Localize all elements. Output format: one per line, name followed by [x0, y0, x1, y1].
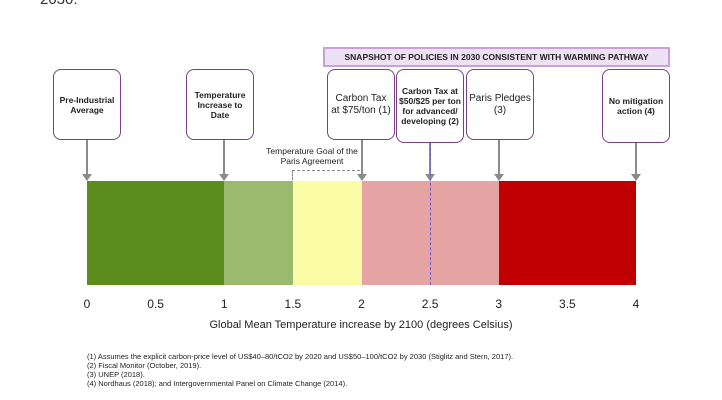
x-axis-label: Global Mean Temperature increase by 2100… — [209, 319, 513, 331]
paris-goal-bracket-left — [292, 170, 293, 180]
x-tick-label: 1.5 — [284, 297, 302, 311]
arrowhead-carbon_tax_75 — [356, 174, 367, 181]
arrow-carbon_tax_75 — [360, 140, 363, 174]
callout-preindustrial: Pre-Industrial Average — [53, 69, 121, 140]
footnote-1: (1) Assumes the explicit carbon-price le… — [87, 352, 514, 361]
footnote-4: (4) Nordhaus (2018); and Intergovernment… — [87, 379, 348, 388]
paris-goal-bracket — [292, 170, 360, 171]
callout-temp-to-date-text: Temperature Increase to Date — [194, 89, 246, 120]
callout-carbon-tax-75-text: Carbon Tax at $75/ton (1) — [331, 92, 391, 116]
paris-goal-label: Temperature Goal of the Paris Agreement — [266, 146, 358, 166]
arrowhead-paris_pledges — [493, 174, 504, 181]
arrowhead-preindustrial — [82, 174, 92, 181]
temperature-segment-1 — [224, 181, 293, 285]
footnote-3: (3) UNEP (2018). — [87, 370, 145, 379]
temperature-segment-4 — [498, 181, 636, 285]
callout-carbon-tax-75: Carbon Tax at $75/ton (1) — [327, 69, 395, 140]
arrow-temp_to_date — [223, 140, 226, 174]
x-tick-label: 3.5 — [559, 297, 576, 311]
arrow-preindustrial — [86, 140, 88, 174]
callout-preindustrial-text: Pre-Industrial Average — [59, 94, 115, 115]
arrowhead-no_mitigation — [631, 174, 641, 181]
x-tick-label: 0 — [83, 297, 91, 311]
callout-no-mitigation-text: No mitigation action (4) — [608, 96, 664, 116]
x-tick-label: 3 — [495, 297, 503, 311]
callout-temp-to-date: Temperature Increase to Date — [186, 69, 254, 140]
callout-carbon-tax-50-text: Carbon Tax at $50/$25 per ton for advanc… — [399, 86, 461, 126]
top-text-fragment: 2030. — [40, 0, 78, 8]
temperature-segment-2 — [292, 181, 362, 285]
footnote-2: (2) Fiscal Monitor (October, 2019). — [87, 361, 202, 370]
callout-no-mitigation: No mitigation action (4) — [602, 69, 670, 143]
policy-snapshot-banner: SNAPSHOT OF POLICIES IN 2030 CONSISTENT … — [323, 47, 670, 67]
x-tick-label: 2.5 — [421, 297, 439, 311]
carbon-tax-50-dashed-line — [430, 143, 431, 285]
callout-paris-pledges: Paris Pledges (3) — [466, 69, 534, 140]
arrow-no_mitigation — [635, 143, 637, 174]
x-tick-label: 2 — [358, 297, 365, 311]
temperature-segment-0 — [87, 181, 225, 285]
x-tick-label: 4 — [632, 297, 640, 311]
arrowhead-temp_to_date — [219, 174, 230, 181]
callout-carbon-tax-50: Carbon Tax at $50/$25 per ton for advanc… — [396, 69, 464, 143]
x-tick-label: 0.5 — [147, 297, 164, 311]
callout-paris-pledges-text: Paris Pledges (3) — [469, 92, 531, 116]
x-tick-label: 1 — [220, 297, 228, 311]
arrow-paris_pledges — [497, 140, 500, 174]
